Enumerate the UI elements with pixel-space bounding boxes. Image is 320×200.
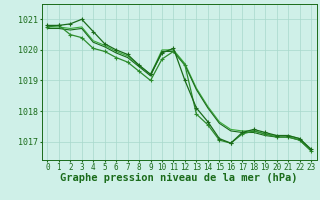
X-axis label: Graphe pression niveau de la mer (hPa): Graphe pression niveau de la mer (hPa) (60, 173, 298, 183)
